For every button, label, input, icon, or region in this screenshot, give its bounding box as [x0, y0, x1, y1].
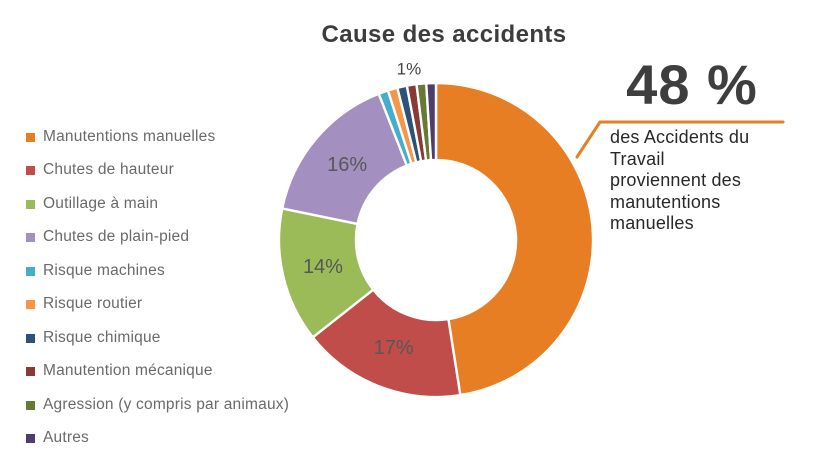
legend-swatch-icon [26, 333, 35, 343]
legend-swatch-icon [26, 166, 35, 176]
legend: Manutentions manuelles Chutes de hauteur O… [26, 120, 289, 455]
legend-item: Manutention mécanique [26, 355, 289, 389]
legend-swatch-icon [26, 266, 35, 276]
legend-label: Agression (y compris par animaux) [43, 395, 290, 413]
slice-percentage-label: 16% [327, 154, 367, 176]
slice-percentage-label: 14% [303, 256, 343, 278]
legend-label: Risque routier [43, 295, 143, 313]
legend-label: Risque machines [43, 261, 165, 279]
callout-percentage: 48 % [626, 53, 758, 116]
legend-item: Chutes de hauteur [26, 154, 289, 188]
legend-swatch-icon [26, 132, 35, 142]
legend-label: Manutentions manuelles [43, 127, 216, 145]
legend-swatch-icon [26, 400, 35, 410]
chart-title: Cause des accidents [321, 21, 567, 48]
legend-swatch-icon [26, 199, 35, 209]
donut-slice [434, 81, 595, 397]
legend-item: Manutentions manuelles [26, 120, 289, 154]
slice-percentage-label: 17% [374, 337, 414, 359]
legend-item: Chutes de plain-pied [26, 221, 289, 255]
legend-swatch-icon [26, 367, 35, 377]
legend-item: Risque machines [26, 254, 289, 288]
legend-swatch-icon [26, 233, 35, 243]
legend-label: Chutes de plain-pied [43, 228, 190, 246]
donut-slice [425, 81, 438, 162]
callout-text: des Accidents du Travail proviennent des… [610, 127, 750, 233]
legend-swatch-icon [26, 300, 35, 310]
legend-label: Autres [43, 429, 89, 447]
legend-label: Risque chimique [43, 328, 161, 346]
legend-label: Chutes de hauteur [43, 161, 174, 179]
small-slices-percentage-label: 1% [397, 60, 422, 79]
legend-item: Risque routier [26, 288, 289, 322]
legend-item: Outillage à main [26, 187, 289, 221]
donut-chart: 17% 14% 16% 1% [277, 60, 785, 399]
legend-item: Autres [26, 422, 289, 456]
legend-item: Agression (y compris par animaux) [26, 388, 289, 422]
legend-label: Outillage à main [43, 194, 159, 212]
legend-swatch-icon [26, 434, 35, 444]
legend-item: Risque chimique [26, 321, 289, 355]
callout-leader-line [575, 120, 785, 159]
legend-label: Manutention mécanique [43, 362, 213, 380]
